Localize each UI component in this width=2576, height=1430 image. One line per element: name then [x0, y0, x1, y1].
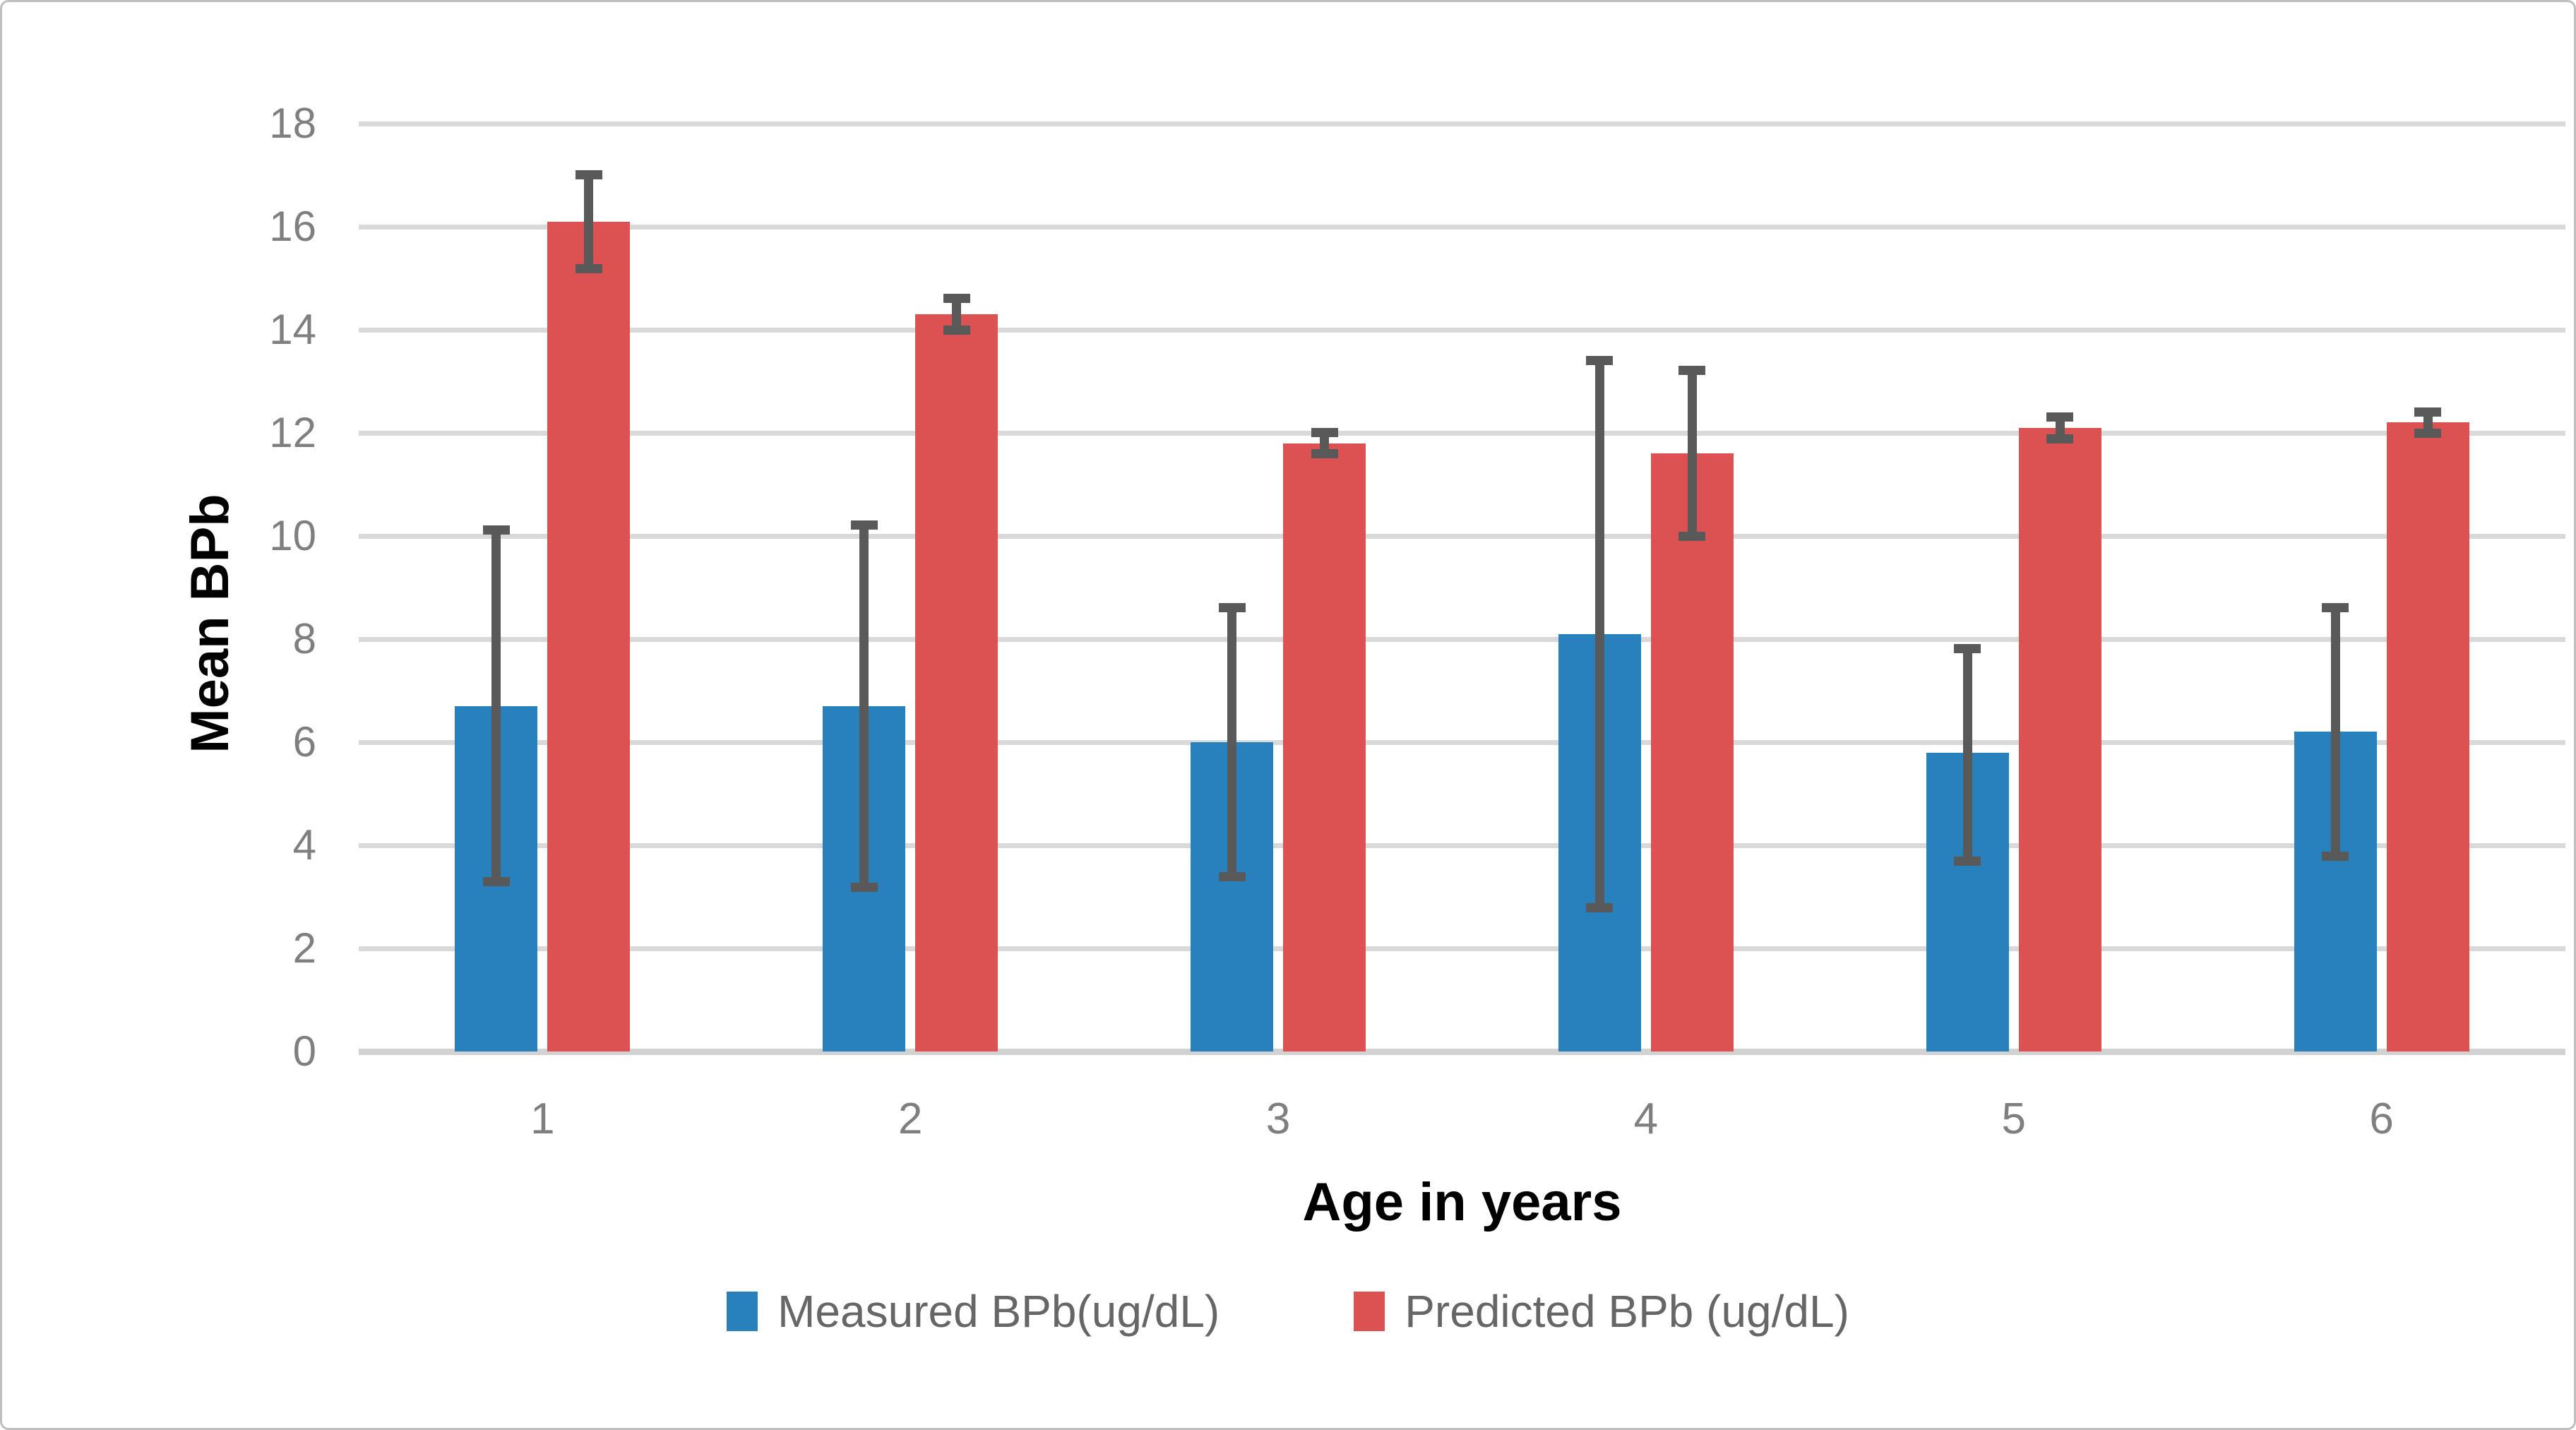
error-bar-measured-age-6	[2322, 602, 2349, 861]
error-cap-top	[1586, 355, 1614, 365]
error-cap-top	[482, 525, 510, 535]
error-cap-top	[1678, 366, 1706, 376]
x-axis-title: Age in years	[1302, 1172, 1622, 1232]
y-tick-label-4: 4	[292, 821, 316, 869]
legend-item-measured: Measured BPb(ug/dL)	[727, 1289, 1220, 1334]
error-cap-top	[2046, 412, 2074, 422]
y-tick-label-18: 18	[269, 100, 316, 147]
gridline-y-2	[359, 946, 2565, 951]
error-cap-top	[1218, 602, 1246, 612]
bar-predicted-age-1	[547, 221, 631, 1051]
error-cap-bottom	[1586, 902, 1614, 912]
error-cap-bottom	[1311, 449, 1338, 459]
error-whisker	[1687, 366, 1697, 542]
bar-predicted-age-3	[1283, 443, 1366, 1051]
error-cap-bottom	[575, 263, 602, 273]
bar-predicted-age-2	[915, 314, 998, 1051]
error-cap-bottom	[1218, 872, 1246, 882]
y-tick-label-6: 6	[292, 718, 316, 765]
x-tick-label-4: 4	[1633, 1095, 1659, 1143]
error-whisker	[1594, 355, 1604, 912]
bar-predicted-age-5	[2018, 427, 2101, 1051]
error-cap-bottom	[1954, 857, 1981, 866]
error-whisker	[859, 520, 869, 892]
error-cap-bottom	[2322, 851, 2349, 861]
y-tick-label-12: 12	[269, 409, 316, 456]
error-bar-predicted-age-1	[575, 169, 602, 273]
error-cap-bottom	[850, 882, 878, 892]
gridline-y-6	[359, 740, 2565, 745]
x-tick-label-2: 2	[898, 1095, 923, 1143]
error-bar-predicted-age-5	[2046, 412, 2074, 443]
legend-label-predicted: Predicted BPb (ug/dL)	[1405, 1286, 1849, 1337]
legend: Measured BPb(ug/dL) Predicted BPb (ug/dL)	[2, 1289, 2574, 1334]
error-bar-measured-age-1	[482, 525, 510, 887]
error-cap-bottom	[1678, 532, 1706, 542]
gridline-y-16	[359, 225, 2565, 230]
x-tick-label-3: 3	[1265, 1095, 1291, 1143]
error-whisker	[1962, 644, 1972, 866]
legend-swatch-predicted	[1354, 1292, 1385, 1331]
y-tick-label-14: 14	[269, 306, 316, 353]
bar-predicted-age-4	[1650, 453, 1734, 1051]
gridline-y-12	[359, 431, 2565, 436]
y-axis-title: Mean BPb	[180, 494, 240, 753]
error-cap-top	[575, 169, 602, 179]
legend-swatch-measured	[727, 1292, 758, 1331]
y-tick-label-0: 0	[292, 1027, 316, 1075]
error-cap-top	[1311, 427, 1338, 437]
error-cap-top	[1954, 644, 1981, 654]
error-cap-bottom	[482, 877, 510, 887]
x-axis-line	[359, 1049, 2565, 1055]
x-tick-label-5: 5	[2001, 1095, 2026, 1143]
gridline-y-4	[359, 843, 2565, 848]
error-bar-predicted-age-2	[943, 293, 970, 335]
error-whisker	[584, 169, 594, 273]
error-whisker	[952, 293, 962, 335]
error-cap-top	[850, 520, 878, 530]
error-cap-bottom	[2414, 429, 2442, 439]
gridline-y-14	[359, 328, 2565, 333]
y-tick-label-10: 10	[269, 512, 316, 559]
error-bar-measured-age-3	[1218, 602, 1246, 882]
legend-item-predicted: Predicted BPb (ug/dL)	[1354, 1289, 1849, 1334]
error-bar-predicted-age-4	[1678, 366, 1706, 542]
error-cap-top	[943, 293, 970, 303]
error-whisker	[2330, 602, 2340, 861]
y-tick-label-16: 16	[269, 203, 316, 250]
error-bar-measured-age-2	[850, 520, 878, 892]
error-whisker	[1227, 602, 1237, 882]
gridline-y-10	[359, 534, 2565, 539]
gridline-y-8	[359, 637, 2565, 642]
y-tick-label-8: 8	[292, 615, 316, 662]
error-bar-predicted-age-6	[2414, 407, 2442, 439]
bar-predicted-age-6	[2386, 422, 2469, 1051]
legend-label-measured: Measured BPb(ug/dL)	[777, 1286, 1220, 1337]
error-cap-top	[2414, 407, 2442, 417]
error-cap-top	[2322, 602, 2349, 612]
error-cap-bottom	[943, 326, 970, 335]
error-whisker	[491, 525, 501, 887]
y-tick-label-2: 2	[292, 924, 316, 972]
x-tick-label-6: 6	[2369, 1095, 2394, 1143]
error-cap-bottom	[2046, 434, 2074, 443]
gridline-y-18	[359, 121, 2565, 126]
error-bar-measured-age-5	[1954, 644, 1981, 866]
error-bar-measured-age-4	[1586, 355, 1614, 912]
error-bar-predicted-age-3	[1311, 427, 1338, 459]
x-tick-label-1: 1	[530, 1095, 555, 1143]
